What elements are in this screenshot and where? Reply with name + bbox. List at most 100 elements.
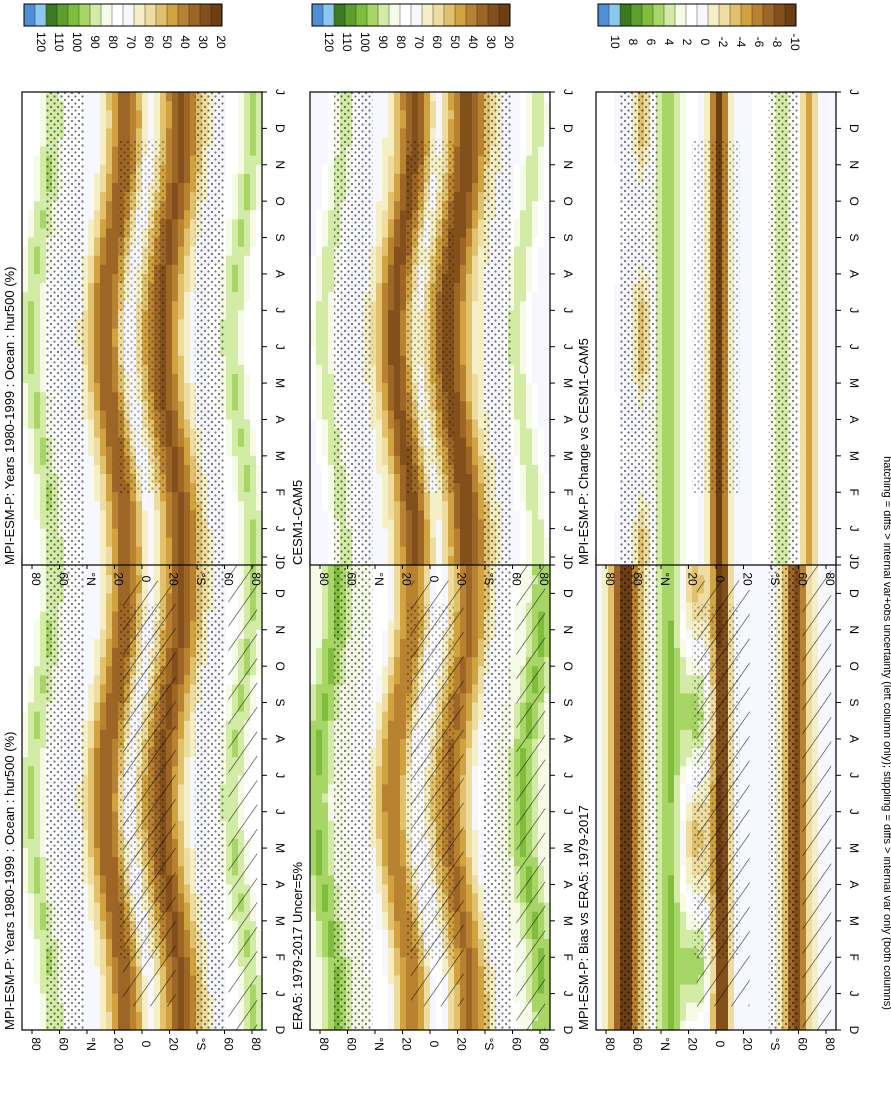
heatmap-cell xyxy=(388,811,395,822)
y-tick-label: 20 xyxy=(112,1037,126,1051)
heatmap-cell xyxy=(400,993,407,1004)
heatmap-cell xyxy=(190,875,197,886)
heatmap-cell xyxy=(34,811,41,822)
heatmap-cell xyxy=(376,738,383,749)
heatmap-cell xyxy=(466,829,473,840)
heatmap-cell xyxy=(256,629,263,640)
heatmap-cell xyxy=(94,711,101,722)
heatmap-cell xyxy=(130,575,137,585)
heatmap-cell xyxy=(608,602,615,613)
heatmap-cell xyxy=(94,602,101,613)
heatmap-cell xyxy=(82,584,89,594)
heatmap-cell xyxy=(656,838,663,849)
heatmap-cell xyxy=(382,984,389,995)
heatmap-cell xyxy=(400,729,407,740)
heatmap-cell xyxy=(34,1011,41,1022)
heatmap-cell xyxy=(400,738,407,749)
heatmap-cell xyxy=(100,629,107,640)
heatmap-cell xyxy=(178,802,185,813)
heatmap-cell xyxy=(614,948,621,958)
heatmap-cell xyxy=(656,1002,663,1013)
heatmap-cell xyxy=(662,829,669,840)
heatmap-cell xyxy=(160,1020,167,1031)
heatmap-cell xyxy=(106,593,113,604)
heatmap-cell xyxy=(256,593,263,604)
heatmap-cell xyxy=(22,802,29,813)
heatmap-cell xyxy=(544,811,551,822)
heatmap-cell xyxy=(656,647,663,658)
heatmap-cell xyxy=(322,766,329,776)
x-tick-label: J xyxy=(561,772,575,778)
heatmap-cell xyxy=(400,811,407,822)
heatmap-cell xyxy=(430,575,437,585)
heatmap-cell xyxy=(22,966,29,977)
heatmap-cell xyxy=(106,647,113,658)
heatmap-cell xyxy=(178,738,185,749)
heatmap-cell xyxy=(310,738,317,749)
heatmap-cell xyxy=(190,638,197,649)
heatmap-cell xyxy=(112,593,119,604)
heatmap-cell xyxy=(190,757,197,767)
heatmap-cell xyxy=(400,911,407,922)
heatmap-cell xyxy=(190,629,197,640)
heatmap-cell xyxy=(184,966,191,977)
heatmap-cell xyxy=(190,657,197,667)
heatmap-cell xyxy=(82,911,89,922)
heatmap-cell xyxy=(472,575,479,585)
heatmap-cell xyxy=(28,957,35,967)
heatmap-cell xyxy=(608,629,615,640)
heatmap-cell xyxy=(28,711,35,722)
heatmap-cell xyxy=(322,820,329,831)
heatmap-cell xyxy=(322,993,329,1004)
heatmap-cell xyxy=(34,1002,41,1013)
heatmap-cell xyxy=(112,584,119,594)
heatmap-cell xyxy=(34,784,41,795)
heatmap-cell xyxy=(382,647,389,658)
heatmap-cell xyxy=(370,857,377,867)
heatmap-cell xyxy=(400,975,407,986)
heatmap-cell xyxy=(400,902,407,913)
heatmap-cell xyxy=(668,793,675,804)
heatmap-cell xyxy=(466,993,473,1004)
heatmap-cell xyxy=(82,720,89,731)
heatmap-cell xyxy=(178,593,185,604)
heatmap-cell xyxy=(656,757,663,767)
heatmap-cell xyxy=(82,593,89,604)
heatmap-cell xyxy=(106,975,113,986)
heatmap-cell xyxy=(28,902,35,913)
heatmap-cell xyxy=(82,793,89,804)
heatmap-cell xyxy=(370,829,377,840)
heatmap-cell xyxy=(328,584,335,594)
heatmap-cell xyxy=(112,811,119,822)
heatmap-cell xyxy=(22,775,29,786)
heatmap-cell xyxy=(94,566,101,576)
heatmap-cell xyxy=(662,966,669,977)
heatmap-cell xyxy=(100,984,107,995)
heatmap-cell xyxy=(316,939,323,949)
heatmap-cell xyxy=(376,966,383,977)
x-tick-label: N xyxy=(273,625,287,634)
heatmap-cell xyxy=(382,711,389,722)
heatmap-cell xyxy=(100,584,107,594)
heatmap-cell xyxy=(614,811,621,822)
heatmap-cell xyxy=(382,629,389,640)
heatmap-cell xyxy=(388,1011,395,1022)
heatmap-cell xyxy=(316,957,323,967)
heatmap-cell xyxy=(394,729,401,740)
heatmap-cell xyxy=(310,775,317,786)
heatmap-cell xyxy=(142,566,149,576)
heatmap-cell xyxy=(40,1002,47,1013)
heatmap-cell xyxy=(394,811,401,822)
heatmap-cell xyxy=(388,702,395,713)
heatmap-cell xyxy=(454,1011,461,1022)
heatmap-cell xyxy=(88,884,95,895)
heatmap-cell xyxy=(34,666,41,676)
heatmap-cell xyxy=(100,793,107,804)
heatmap-cell xyxy=(382,766,389,776)
heatmap-cell xyxy=(442,1020,449,1031)
heatmap-cell xyxy=(190,611,197,622)
heatmap-cell xyxy=(466,1002,473,1013)
heatmap-cell xyxy=(322,939,329,949)
heatmap-cell xyxy=(466,893,473,904)
heatmap-cell xyxy=(328,693,335,704)
